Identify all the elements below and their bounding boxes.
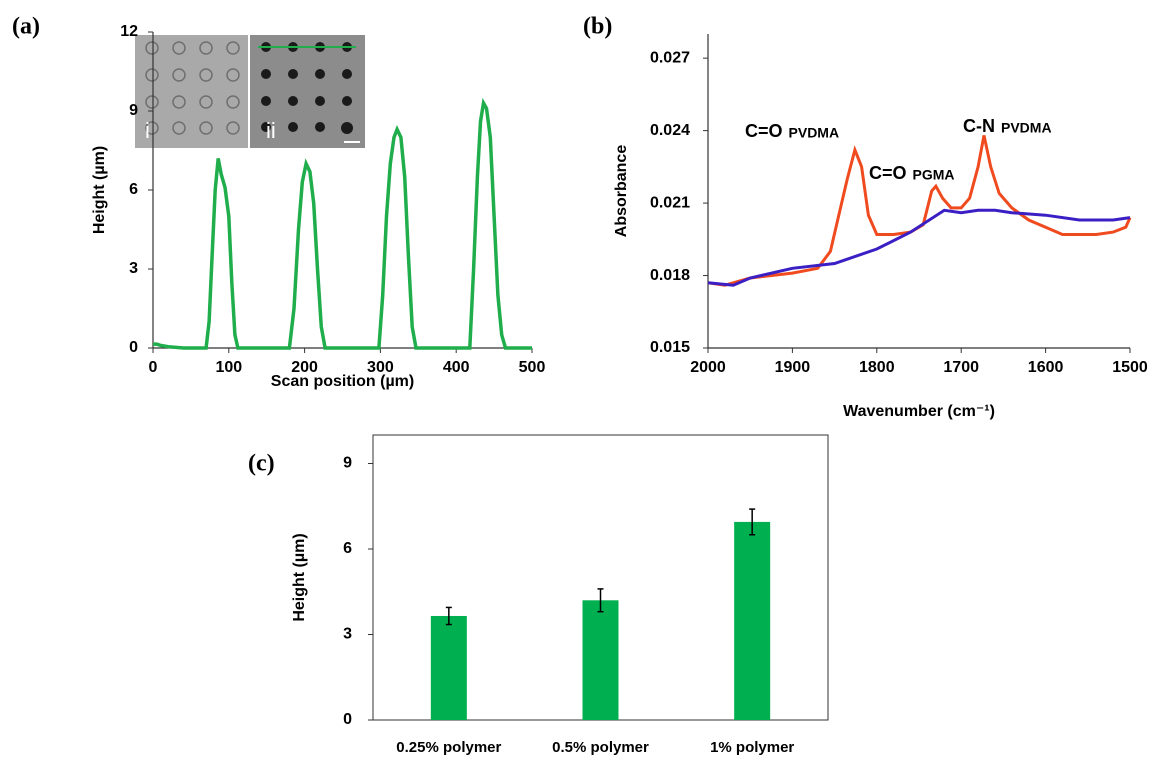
inset-image-i (135, 35, 248, 148)
y-axis-label: Height (µm) (291, 533, 308, 621)
error-bar (749, 508, 756, 536)
y-tick-label: 0.018 (650, 267, 690, 284)
inset-images (135, 35, 365, 148)
x-tick-label: 1900 (775, 359, 811, 376)
y-tick-label: 0.021 (650, 194, 690, 211)
line-series (153, 97, 532, 350)
line-series (707, 208, 1131, 287)
x-tick-label: 0.5% polymer (552, 739, 649, 756)
x-tick-label: 100 (215, 359, 242, 376)
x-tick-label: 200 (291, 359, 318, 376)
y-tick-label: 0.027 (650, 49, 690, 66)
y-tick-label: 0 (343, 711, 352, 728)
x-axis-label: Scan position (µm) (271, 373, 414, 390)
y-tick-label: 9 (129, 102, 138, 119)
annotation: C=O (745, 121, 783, 141)
x-tick-label: 400 (443, 359, 470, 376)
y-axis-label: Absorbance (613, 145, 630, 238)
annotation-sub: PVDMA (789, 125, 840, 141)
annotation-sub: PVDMA (1001, 120, 1052, 136)
inset-label: i (145, 118, 150, 143)
y-tick-label: 6 (129, 181, 138, 198)
x-tick-label: 2000 (690, 359, 726, 376)
annotation-sub: PGMA (913, 167, 955, 183)
x-axis-label: Wavenumber (cm⁻¹) (843, 403, 995, 420)
panel-label: (b) (583, 14, 612, 40)
y-tick-label: 9 (343, 455, 352, 472)
x-tick-label: 1800 (859, 359, 895, 376)
bar (734, 521, 771, 720)
x-tick-label: 1700 (943, 359, 979, 376)
line-series (707, 135, 1132, 287)
x-tick-label: 1500 (1112, 359, 1148, 376)
error-bar (445, 606, 452, 626)
annotation: C=O (869, 163, 907, 183)
y-tick-label: 3 (129, 260, 138, 277)
y-tick-label: 6 (343, 540, 352, 557)
y-tick-label: 0 (129, 339, 138, 356)
x-tick-label: 500 (519, 359, 546, 376)
y-tick-label: 3 (343, 626, 352, 643)
y-axis-label: Height (µm) (91, 146, 108, 234)
x-tick-label: 0 (149, 359, 158, 376)
bar (430, 615, 467, 720)
y-tick-label: 0.024 (650, 122, 690, 139)
y-tick-label: 0.015 (650, 339, 690, 356)
x-tick-label: 1% polymer (710, 739, 794, 756)
annotation: C-N (963, 116, 995, 136)
error-bar (597, 588, 604, 613)
panel-label: (c) (248, 451, 275, 477)
inset-wells (145, 41, 240, 135)
inset-label: ii (266, 118, 276, 143)
bar (582, 600, 619, 720)
y-tick-label: 12 (120, 23, 138, 40)
panel-label: (a) (12, 14, 40, 40)
x-tick-label: 300 (367, 359, 394, 376)
x-tick-label: 0.25% polymer (396, 739, 501, 756)
x-tick-label: 1600 (1028, 359, 1064, 376)
